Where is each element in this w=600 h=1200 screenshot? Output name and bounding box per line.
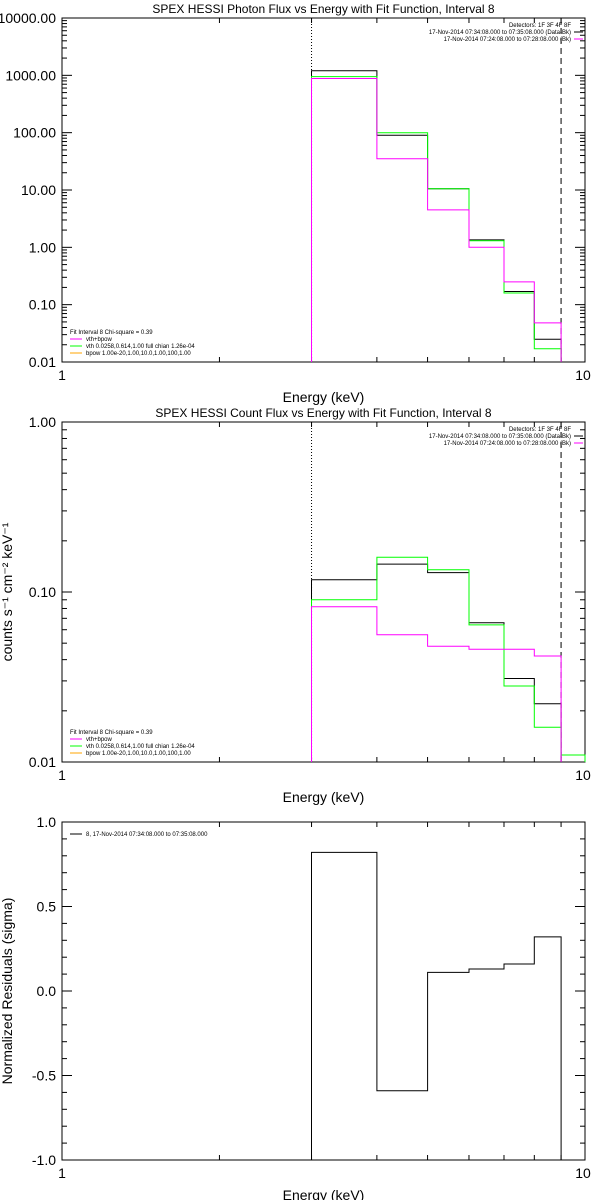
series-step-3 — [311, 78, 562, 362]
y-tick-label: 0.10 — [29, 584, 56, 600]
y-tick-label: 100.00 — [13, 125, 56, 141]
y-axis-label: counts s⁻¹ cm⁻² keV⁻¹ — [0, 522, 15, 661]
fit-interval-text: Fit Interval 8 Chi-square = 0.39 — [70, 330, 153, 336]
panel-3: -1.0 -0.5 0.0 0.5 1.0 1 10 Energy (keV) Normaliz… — [0, 814, 591, 1200]
y-tick-label: 0.0 — [37, 983, 57, 999]
header-text: 17-Nov-2014 07:34:08.000 to 07:35:08.000… — [429, 434, 571, 440]
x-tick-label: 10 — [575, 767, 591, 783]
y-tick-label: 0.5 — [37, 899, 57, 915]
x-tick-label: 1 — [58, 767, 66, 783]
legend-text: vth+bpow — [86, 737, 113, 743]
panel-1: SPEX HESSI Photon Flux vs Energy with Fi… — [0, 2, 591, 405]
y-tick-label: 1.0 — [37, 814, 57, 830]
legend-text: 8, 17-Nov-2014 07:34:08.000 to 07:35:08.… — [86, 832, 208, 838]
y-tick-label: 1.00 — [29, 414, 56, 430]
series-step-3 — [311, 606, 562, 762]
y-tick-label: 1000.00 — [5, 67, 56, 83]
header-text: Detectors: 1F 3F 4F 8F — [509, 23, 571, 29]
x-axis-label: Energy (keV) — [283, 389, 365, 405]
legend-text: vth 0.0258,0.614,1.00 full chian 1.26e-0… — [86, 344, 195, 350]
series-step-1 — [311, 851, 562, 1160]
x-axis-label: Energy (keV) — [283, 789, 365, 805]
x-tick-label: 1 — [58, 1165, 66, 1181]
y-tick-label: 0.01 — [29, 354, 56, 370]
y-tick-label: 0.01 — [29, 754, 56, 770]
legend-text: bpow 1.00e-20,1.00,10.0,1.00,100,1.00 — [86, 751, 191, 757]
header-text: 17-Nov-2014 07:24:08.000 to 07:28:08.000… — [444, 441, 571, 447]
y-tick-label: -1.0 — [32, 1152, 56, 1168]
y-tick-label: 10.00 — [21, 182, 56, 198]
legend-text: vth+bpow — [86, 337, 113, 343]
x-axis-label: Energy (keV) — [283, 1187, 365, 1200]
header-text: 17-Nov-2014 07:34:08.000 to 07:35:08.000… — [429, 30, 571, 36]
y-tick-label: 10000.00 — [0, 10, 56, 26]
y-axis-label: Normalized Residuals (sigma) — [0, 898, 15, 1085]
header-text: Detectors: 1F 3F 4F 8F — [509, 427, 571, 433]
panel-2: SPEX HESSI Count Flux vs Energy with Fit… — [0, 406, 591, 805]
legend-text: bpow 1.00e-20,1.00,10.0,1.00,100,1.00 — [86, 351, 191, 357]
chart-title: SPEX HESSI Count Flux vs Energy with Fit… — [155, 406, 491, 420]
y-tick-label: -0.5 — [32, 1068, 56, 1084]
header-text: 17-Nov-2014 07:24:08.000 to 07:28:08.000… — [444, 37, 571, 43]
chart-title: SPEX HESSI Photon Flux vs Energy with Fi… — [152, 2, 494, 16]
legend-text: vth 0.0258,0.614,1.00 full chian 1.26e-0… — [86, 744, 195, 750]
y-tick-label: 1.00 — [29, 239, 56, 255]
y-tick-label: 0.10 — [29, 297, 56, 313]
x-tick-label: 1 — [58, 367, 66, 383]
x-tick-label: 10 — [575, 367, 591, 383]
x-tick-label: 10 — [575, 1165, 591, 1181]
fit-interval-text: Fit Interval 8 Chi-square = 0.39 — [70, 730, 153, 736]
